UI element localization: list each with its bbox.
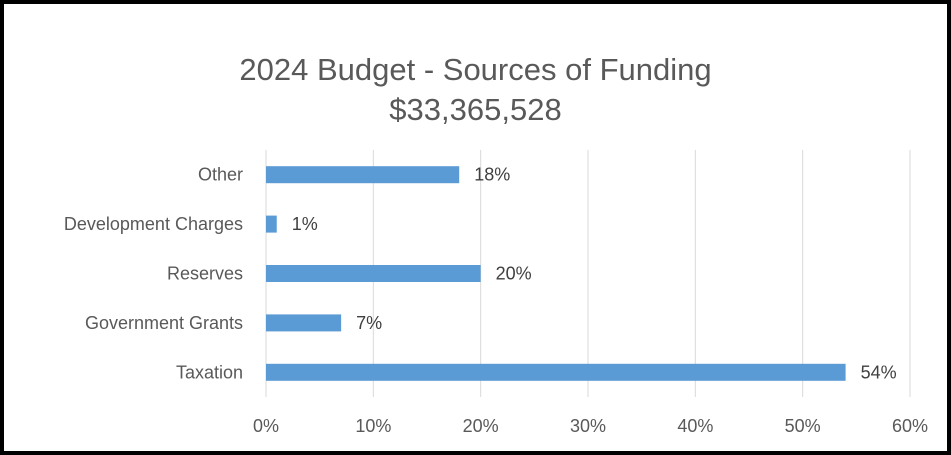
chart-subtitle: $33,365,528 (389, 92, 562, 127)
data-label: 1% (292, 214, 318, 234)
x-tick-label: 40% (677, 416, 713, 436)
bar (266, 314, 342, 332)
category-label: Government Grants (85, 313, 243, 333)
data-label: 54% (861, 362, 897, 382)
bar (266, 215, 277, 233)
x-tick-label: 0% (253, 416, 279, 436)
category-label: Reserves (167, 264, 243, 284)
chart-title-block: 2024 Budget - Sources of Funding $33,365… (0, 50, 951, 130)
category-label: Development Charges (64, 214, 243, 234)
category-label: Taxation (176, 362, 243, 382)
x-tick-label: 20% (463, 416, 499, 436)
data-label: 18% (474, 165, 510, 185)
chart-title: 2024 Budget - Sources of Funding (239, 52, 712, 87)
data-label: 7% (356, 313, 382, 333)
x-tick-label: 30% (570, 416, 606, 436)
x-tick-label: 50% (785, 416, 821, 436)
bar (266, 265, 481, 282)
x-tick-label: 60% (892, 416, 928, 436)
x-tick-label: 10% (355, 416, 391, 436)
bar (266, 363, 846, 381)
category-label: Other (198, 165, 243, 185)
bar (266, 166, 460, 184)
data-label: 20% (496, 264, 532, 284)
